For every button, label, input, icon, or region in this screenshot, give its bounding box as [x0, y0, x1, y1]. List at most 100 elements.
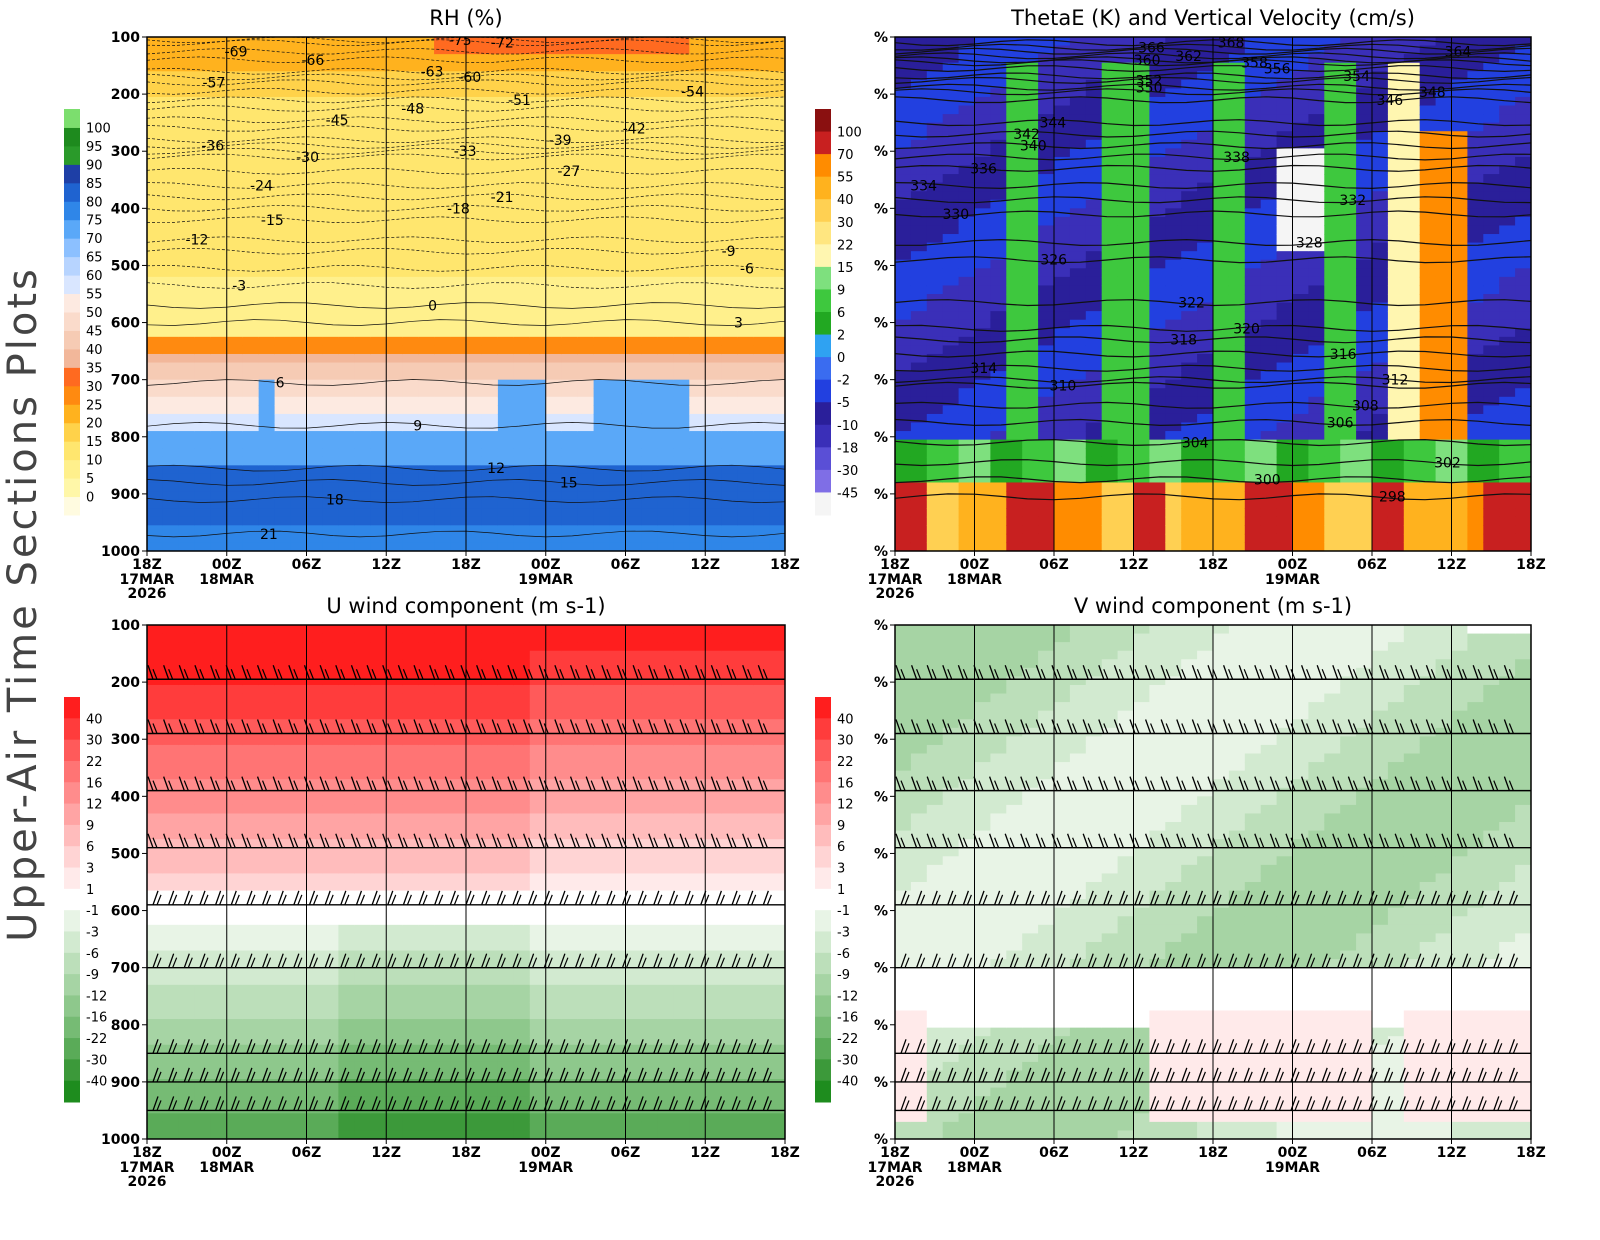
heatmap-cell [530, 474, 547, 483]
heatmap-cell [179, 208, 196, 217]
heatmap-cell [1324, 320, 1341, 329]
heatmap-cell [626, 542, 643, 551]
heatmap-cell [147, 225, 164, 234]
heatmap-cell [1229, 431, 1246, 440]
heatmap-cell [1388, 277, 1405, 286]
heatmap-cell [1213, 482, 1230, 491]
heatmap-cell [721, 294, 738, 303]
heatmap-cell [275, 457, 292, 466]
heatmap-cell [530, 491, 547, 500]
heatmap-cell [626, 508, 643, 517]
heatmap-cell [1293, 191, 1310, 200]
heatmap-cell [1229, 200, 1246, 209]
heatmap-cell [530, 448, 547, 457]
heatmap-cell [689, 345, 706, 354]
heatmap-cell [1134, 363, 1151, 372]
heatmap-cell [163, 448, 180, 457]
heatmap-cell [1324, 517, 1341, 526]
heatmap-cell [1102, 457, 1119, 466]
heatmap-cell [322, 268, 339, 277]
heatmap-cell [1213, 303, 1230, 312]
heatmap-cell [211, 234, 228, 243]
heatmap-cell [1356, 294, 1373, 303]
heatmap-cell [291, 131, 308, 140]
heatmap-cell [1165, 474, 1182, 483]
heatmap-cell [1388, 46, 1405, 55]
heatmap-cell [1404, 294, 1421, 303]
heatmap-cell [1022, 440, 1038, 449]
x-date-label: 19MAR [518, 572, 573, 588]
heatmap-cell [1118, 140, 1135, 149]
heatmap-cell [657, 260, 674, 269]
heatmap-cell [705, 294, 722, 303]
heatmap-cell [1006, 508, 1023, 517]
heatmap-cell [578, 397, 595, 406]
heatmap-cell [1245, 166, 1262, 175]
heatmap-cell [291, 491, 308, 500]
heatmap-cell [147, 465, 164, 474]
heatmap-cell [1229, 465, 1246, 474]
heatmap-cell [211, 243, 228, 252]
heatmap-cell [546, 71, 563, 80]
heatmap-cell [753, 46, 770, 55]
heatmap-cell [641, 465, 658, 474]
heatmap-cell [1308, 157, 1325, 166]
heatmap-cell [1452, 508, 1469, 517]
heatmap-cell [546, 405, 563, 414]
heatmap-cell [1499, 448, 1516, 457]
heatmap-cell [1070, 123, 1087, 132]
heatmap-cell [705, 148, 722, 157]
heatmap-cell [975, 251, 992, 260]
heatmap-cell [530, 294, 547, 303]
heatmap-cell [1372, 414, 1389, 423]
heatmap-cell [1165, 517, 1182, 526]
heatmap-cell [1308, 414, 1325, 423]
heatmap-cell [546, 268, 563, 277]
heatmap-cell [562, 243, 579, 252]
heatmap-cell [1261, 328, 1278, 337]
heatmap-cell [179, 345, 196, 354]
heatmap-cell [291, 183, 308, 192]
heatmap-cell [626, 431, 643, 440]
heatmap-cell [769, 508, 786, 517]
heatmap-cell [514, 440, 531, 449]
heatmap-cell [227, 131, 244, 140]
heatmap-cell [402, 200, 419, 209]
heatmap-cell [1467, 517, 1484, 526]
colorbar-label: 40 [86, 343, 103, 358]
heatmap-cell [1038, 311, 1055, 320]
heatmap-cell [1102, 311, 1119, 320]
heatmap-cell [911, 397, 928, 406]
heatmap-cell [259, 500, 276, 509]
heatmap-cell [562, 183, 579, 192]
heatmap-cell [243, 414, 260, 423]
heatmap-cell [1372, 174, 1389, 183]
heatmap-cell [1483, 328, 1500, 337]
heatmap-cell [1388, 303, 1405, 312]
heatmap-cell [673, 371, 690, 380]
heatmap-cell [466, 311, 483, 320]
heatmap-cell [562, 440, 579, 449]
heatmap-cell [227, 225, 244, 234]
heatmap-cell [895, 311, 912, 320]
heatmap-cell [1149, 251, 1166, 260]
heatmap-cell [895, 388, 912, 397]
heatmap-cell [1261, 123, 1278, 132]
heatmap-cell [1308, 431, 1325, 440]
heatmap-cell [626, 363, 643, 372]
heatmap-cell [466, 166, 483, 175]
heatmap-cell [578, 63, 595, 72]
heatmap-cell [1372, 225, 1389, 234]
heatmap-cell [1388, 294, 1405, 303]
heatmap-cell [990, 397, 1007, 406]
heatmap-cell [1118, 97, 1135, 106]
heatmap-cell [705, 354, 722, 363]
heatmap-cell [1277, 534, 1294, 543]
heatmap-cell [291, 217, 308, 226]
heatmap-cell [514, 303, 531, 312]
heatmap-cell [1277, 414, 1294, 423]
heatmap-cell [163, 243, 180, 252]
heatmap-cell [769, 448, 786, 457]
heatmap-cell [307, 106, 324, 115]
heatmap-cell [1356, 500, 1373, 509]
